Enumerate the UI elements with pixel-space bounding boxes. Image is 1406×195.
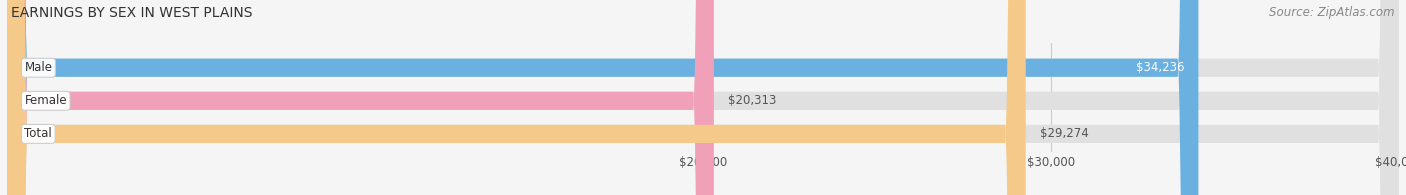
- FancyBboxPatch shape: [7, 0, 1399, 195]
- FancyBboxPatch shape: [7, 0, 1198, 195]
- FancyBboxPatch shape: [7, 0, 1399, 195]
- FancyBboxPatch shape: [7, 0, 1026, 195]
- Text: $29,274: $29,274: [1039, 127, 1088, 140]
- Text: $20,313: $20,313: [728, 94, 776, 107]
- FancyBboxPatch shape: [7, 0, 1399, 195]
- Text: Female: Female: [24, 94, 67, 107]
- Text: Total: Total: [24, 127, 52, 140]
- FancyBboxPatch shape: [7, 0, 714, 195]
- Text: Male: Male: [24, 61, 52, 74]
- Text: Source: ZipAtlas.com: Source: ZipAtlas.com: [1270, 6, 1395, 19]
- Text: $34,236: $34,236: [1136, 61, 1184, 74]
- Text: EARNINGS BY SEX IN WEST PLAINS: EARNINGS BY SEX IN WEST PLAINS: [11, 6, 253, 20]
